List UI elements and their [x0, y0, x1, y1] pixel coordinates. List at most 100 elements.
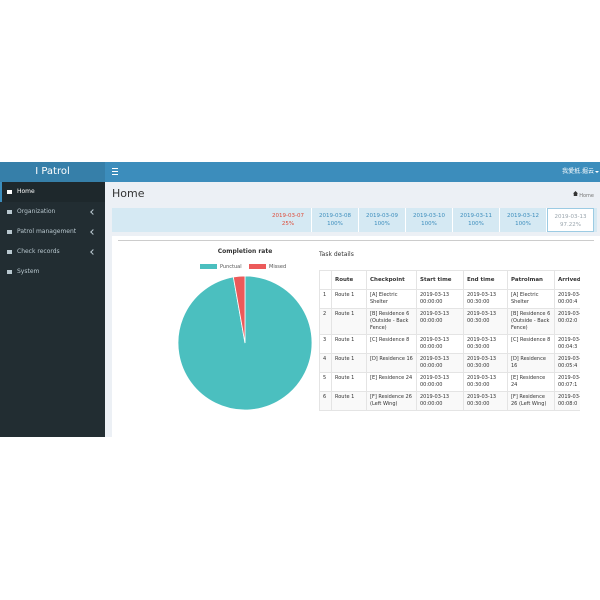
table-cell: Route 1 [331, 308, 367, 335]
nav-icon [7, 230, 12, 234]
user-menu[interactable]: 我愛抵.掘云 [562, 168, 594, 175]
table-cell: 2 [319, 308, 332, 335]
tab-date: 2019-03-13 [554, 214, 587, 220]
nav-icon [7, 270, 12, 274]
nav-icon [7, 210, 12, 214]
tab-date: 2019-03-10 [413, 213, 445, 219]
header-row: Route Checkpoint Start time End time Patrolm… [319, 270, 580, 290]
table-cell: [C] Residence 8 [366, 334, 417, 354]
legend-swatch [200, 264, 217, 269]
tab-rate: 100% [515, 221, 531, 227]
date-tab[interactable]: 2019-03-08 100% [312, 208, 359, 232]
table-cell: [F] Residence 26 (Left Wing) [366, 391, 417, 411]
top-bar: I Patrol 我愛抵.掘云 [0, 162, 600, 182]
date-tab[interactable]: 2019-03-09 100% [359, 208, 406, 232]
date-tab[interactable]: 2019-03-13 97.22% [547, 208, 594, 232]
table-cell: 2019-03-13 00:00:00 [416, 391, 464, 411]
table-row[interactable]: 4 Route 1 [D] Residence 16 2019-03-13 00:00… [319, 353, 580, 373]
tab-rate: 100% [421, 221, 437, 227]
pie-slice [232, 275, 246, 344]
pie-chart: Completion rate Punctual Missed [177, 248, 313, 411]
table-title: Task details [319, 251, 354, 258]
date-tab[interactable]: 2019-03-10 100% [406, 208, 453, 232]
table-cell: Route 1 [331, 372, 367, 392]
table-cell: 2019-03-13 00:30:00 [463, 372, 508, 392]
tab-date: 2019-03-07 [272, 213, 304, 219]
chevron [90, 229, 96, 235]
app: I Patrol 我愛抵.掘云 Home Organization Patrol m… [0, 162, 600, 437]
table-cell: [B] Residence 6 (Outside - Back Fence) [366, 308, 417, 335]
date-tabs: 2019-03-07 25% 2019-03-08 100% 2019-03-09 100… [112, 208, 597, 232]
chevron [90, 249, 96, 255]
table-row[interactable]: 2 Route 1 [B] Residence 6 (Outside - Back … [319, 308, 580, 335]
table-cell: 6 [319, 391, 332, 411]
table-cell: [D] Residence 16 [507, 353, 555, 373]
table-cell: Route 1 [331, 334, 367, 354]
date-tab[interactable]: 2019-03-12 100% [500, 208, 547, 232]
menu-toggle[interactable] [112, 168, 118, 175]
task-table: Route Checkpoint Start time End time Patrolm… [319, 270, 580, 411]
table-cell: 3 [319, 334, 332, 354]
header-cell: End time [463, 270, 508, 290]
table-cell: [F] Residence 26 (Left Wing) [507, 391, 555, 411]
table-cell: [A] Electric Shelter [366, 289, 417, 309]
legend-label: Punctual [220, 264, 242, 270]
table-row[interactable]: 1 Route 1 [A] Electric Shelter 2019-03-13 0… [319, 289, 580, 309]
date-tab[interactable]: 2019-03-11 100% [453, 208, 500, 232]
table-row[interactable]: 3 Route 1 [C] Residence 8 2019-03-13 00:00:… [319, 334, 580, 354]
header-cell: Arrived [554, 270, 580, 290]
header-cell: Patrolman [507, 270, 555, 290]
divider [118, 240, 594, 241]
table-cell: 2019-03-13 00:07:1 [554, 372, 580, 392]
table-cell: Route 1 [331, 353, 367, 373]
table-cell: [E] Residence 24 [366, 372, 417, 392]
table-cell: 2019-03-13 00:04:3 [554, 334, 580, 354]
home-icon [573, 191, 578, 196]
table-cell: 2019-03-13 00:30:00 [463, 289, 508, 309]
table-cell: 2019-03-13 00:30:00 [463, 391, 508, 411]
legend-label: Missed [269, 264, 286, 270]
table-cell: 2019-03-13 00:30:00 [463, 334, 508, 354]
nav-item[interactable]: Organization [0, 202, 105, 222]
nav-item[interactable]: Patrol management [0, 222, 105, 242]
tab-date: 2019-03-09 [366, 213, 398, 219]
header-cell: Start time [416, 270, 464, 290]
table-cell: [D] Residence 16 [366, 353, 417, 373]
table-cell: 2019-03-13 00:30:00 [463, 308, 508, 335]
nav-item[interactable]: Home [0, 182, 105, 202]
table-cell: [B] Residence 6 (Outside - Back Fence) [507, 308, 555, 335]
tab-rate: 25% [281, 221, 295, 227]
tab-rate: 97.22% [560, 222, 581, 228]
caret [595, 171, 599, 173]
table-wrap: Route Checkpoint Start time End time Patrolm… [319, 270, 580, 437]
header-cell: Checkpoint [366, 270, 417, 290]
tab-rate: 100% [327, 221, 343, 227]
chart-title: Completion rate [218, 248, 273, 255]
table-cell: 2019-03-13 00:02:0 [554, 308, 580, 335]
nav-item[interactable]: Check records [0, 242, 105, 262]
table-cell: 2019-03-13 00:00:00 [416, 289, 464, 309]
table-cell: 2019-03-13 00:00:00 [416, 334, 464, 354]
table-body: 1 Route 1 [A] Electric Shelter 2019-03-13 0… [319, 289, 580, 411]
date-tab[interactable]: 2019-03-07 25% [265, 208, 312, 232]
tab-date: 2019-03-08 [319, 213, 351, 219]
chevron [90, 209, 96, 215]
nav-label: Home [17, 188, 35, 195]
table-cell: [C] Residence 8 [507, 334, 555, 354]
table-cell: 2019-03-13 00:08:0 [554, 391, 580, 411]
sidebar: Home Organization Patrol management Check r… [0, 182, 105, 437]
nav-label: System [17, 268, 40, 275]
table-row[interactable]: 5 Route 1 [E] Residence 24 2019-03-13 00:00… [319, 372, 580, 392]
nav-icon [7, 190, 12, 194]
tab-date: 2019-03-11 [460, 213, 492, 219]
table-cell: 2019-03-13 00:00:00 [416, 308, 464, 335]
panel: Completion rate Punctual Missed Task deta… [112, 236, 600, 437]
nav-label: Check records [17, 248, 60, 255]
brand[interactable]: I Patrol [0, 162, 105, 182]
tab-date: 2019-03-12 [507, 213, 539, 219]
legend-swatch [249, 264, 266, 269]
breadcrumb[interactable]: Home [579, 193, 594, 199]
nav-item[interactable]: System [0, 262, 105, 282]
table-row[interactable]: 6 Route 1 [F] Residence 26 (Left Wing) 2019… [319, 391, 580, 411]
